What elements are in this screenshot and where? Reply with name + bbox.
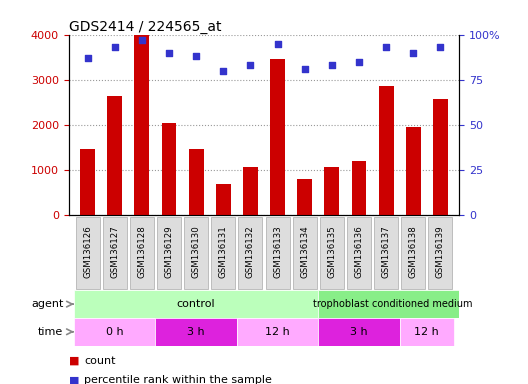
FancyBboxPatch shape <box>374 217 398 289</box>
Text: percentile rank within the sample: percentile rank within the sample <box>84 375 272 384</box>
FancyBboxPatch shape <box>266 217 289 289</box>
Bar <box>270 60 285 215</box>
Point <box>110 44 119 50</box>
FancyBboxPatch shape <box>157 217 181 289</box>
FancyBboxPatch shape <box>401 217 425 289</box>
Point <box>165 50 173 56</box>
Bar <box>318 290 467 318</box>
Text: GSM136133: GSM136133 <box>273 225 282 278</box>
Bar <box>155 318 237 346</box>
Bar <box>352 161 366 215</box>
Point <box>436 44 445 50</box>
FancyBboxPatch shape <box>320 217 344 289</box>
FancyBboxPatch shape <box>293 217 317 289</box>
Text: ■: ■ <box>69 356 79 366</box>
Point <box>274 41 282 47</box>
Text: GSM136128: GSM136128 <box>137 225 146 278</box>
Point <box>138 37 146 43</box>
Text: control: control <box>177 299 215 309</box>
Point <box>355 59 363 65</box>
Bar <box>216 184 231 215</box>
FancyBboxPatch shape <box>103 217 127 289</box>
Text: GSM136134: GSM136134 <box>300 225 309 278</box>
Bar <box>188 149 204 215</box>
Bar <box>324 167 340 215</box>
Text: 3 h: 3 h <box>350 327 368 337</box>
Text: GSM136129: GSM136129 <box>165 225 174 278</box>
Bar <box>318 318 400 346</box>
Text: GSM136127: GSM136127 <box>110 225 119 278</box>
Text: GSM136135: GSM136135 <box>327 225 336 278</box>
Bar <box>74 290 318 318</box>
Bar <box>243 167 258 215</box>
Text: 12 h: 12 h <box>265 327 290 337</box>
Bar <box>80 149 95 215</box>
Bar <box>379 86 393 215</box>
Text: GSM136137: GSM136137 <box>382 225 391 278</box>
Point <box>409 50 418 56</box>
FancyBboxPatch shape <box>184 217 208 289</box>
FancyBboxPatch shape <box>239 217 262 289</box>
Point <box>83 55 92 61</box>
Point <box>246 62 254 68</box>
Text: GSM136131: GSM136131 <box>219 225 228 278</box>
Text: ■: ■ <box>69 375 79 384</box>
Text: GSM136126: GSM136126 <box>83 225 92 278</box>
Text: 0 h: 0 h <box>106 327 124 337</box>
Text: 3 h: 3 h <box>187 327 205 337</box>
Bar <box>237 318 318 346</box>
Point <box>382 44 390 50</box>
Bar <box>135 35 149 215</box>
Text: GSM136130: GSM136130 <box>192 225 201 278</box>
FancyBboxPatch shape <box>347 217 371 289</box>
FancyBboxPatch shape <box>76 217 100 289</box>
Text: GSM136136: GSM136136 <box>354 225 363 278</box>
Text: GDS2414 / 224565_at: GDS2414 / 224565_at <box>69 20 221 33</box>
Bar <box>162 123 176 215</box>
Text: GSM136132: GSM136132 <box>246 225 255 278</box>
Point <box>327 62 336 68</box>
Text: count: count <box>84 356 116 366</box>
Point <box>219 68 228 74</box>
Text: GSM136139: GSM136139 <box>436 225 445 278</box>
Bar <box>107 96 122 215</box>
Text: trophoblast conditioned medium: trophoblast conditioned medium <box>313 299 473 309</box>
FancyBboxPatch shape <box>428 217 452 289</box>
Bar <box>74 318 155 346</box>
Text: time: time <box>38 327 63 337</box>
Bar <box>400 318 454 346</box>
Point <box>300 66 309 72</box>
Text: GSM136138: GSM136138 <box>409 225 418 278</box>
FancyBboxPatch shape <box>211 217 235 289</box>
Point <box>192 53 201 60</box>
Text: 12 h: 12 h <box>414 327 439 337</box>
Text: agent: agent <box>31 299 63 309</box>
FancyBboxPatch shape <box>130 217 154 289</box>
Bar <box>297 179 312 215</box>
Bar <box>433 99 448 215</box>
Bar <box>406 127 421 215</box>
